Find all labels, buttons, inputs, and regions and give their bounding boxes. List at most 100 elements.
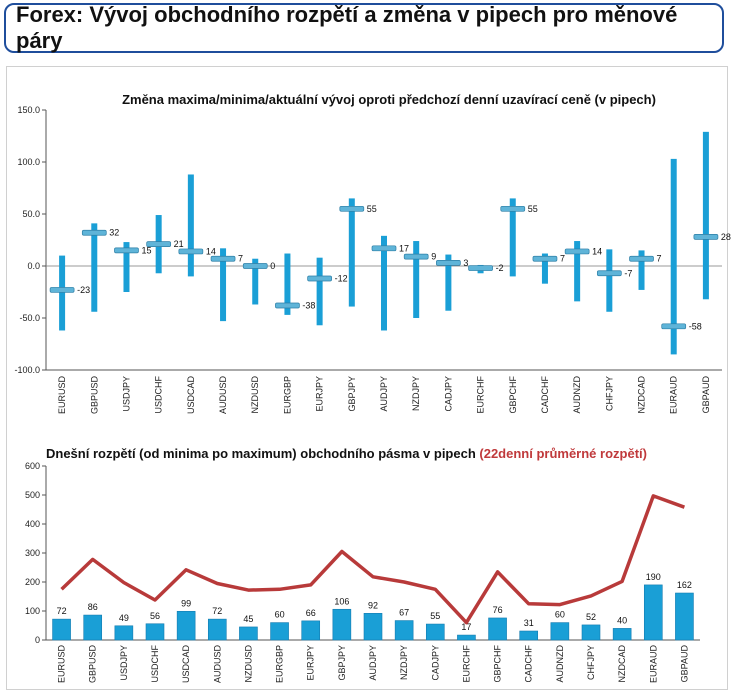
chart2-bar-label: 56 bbox=[150, 611, 160, 621]
chart1-current-label: 55 bbox=[528, 204, 538, 214]
chart2-category-label: EURGBP bbox=[275, 645, 285, 683]
chart1-current-label: 32 bbox=[109, 228, 119, 238]
chart2-bar-label: 86 bbox=[88, 602, 98, 612]
chart1-current-label: 14 bbox=[206, 246, 216, 256]
chart2-category-label: NZDJPY bbox=[399, 645, 409, 680]
chart1-current-label: 15 bbox=[141, 245, 151, 255]
chart2-category-label: CHFJPY bbox=[586, 645, 596, 680]
chart1-range-bar bbox=[445, 254, 452, 311]
chart2-bar bbox=[363, 613, 383, 641]
chart1-range-bar bbox=[220, 248, 227, 322]
chart1-range-bar bbox=[413, 241, 420, 318]
chart1-current-label: 14 bbox=[592, 246, 602, 256]
chart2-bar-label: 55 bbox=[430, 611, 440, 621]
chart1-current-marker bbox=[596, 270, 622, 277]
chart1-current-marker bbox=[242, 263, 268, 269]
chart1-category-label: GBPCHF bbox=[508, 376, 518, 414]
chart2-category-label: AUDJPY bbox=[368, 645, 378, 681]
chart1-category-label: NZDCAD bbox=[637, 376, 647, 414]
chart1-category-label: USDJPY bbox=[121, 376, 131, 412]
chart1-category-label: CHFJPY bbox=[604, 376, 614, 411]
page-title-box: Forex: Vývoj obchodního rozpětí a změna … bbox=[4, 2, 724, 53]
chart1-current-marker bbox=[564, 248, 590, 255]
chart1-range-bar bbox=[252, 258, 259, 305]
chart1-current-label: -7 bbox=[624, 268, 632, 278]
chart2-category-label: AUDNZD bbox=[555, 645, 565, 683]
chart1-range-bar bbox=[59, 255, 66, 331]
chart2-category-label: USDJPY bbox=[119, 645, 129, 681]
chart2-title-highlight: (22denní průměrné rozpětí) bbox=[479, 446, 647, 461]
chart1-range-bar bbox=[348, 198, 355, 307]
chart2-ytick-label: 500 bbox=[25, 490, 40, 500]
chart2-bar bbox=[83, 614, 103, 641]
chart1-current-label: 0 bbox=[270, 261, 275, 271]
chart2-bar-label: 92 bbox=[368, 600, 378, 610]
chart1-category-label: CADJPY bbox=[443, 376, 453, 412]
chart1-range-bar bbox=[574, 241, 581, 302]
chart2-category-label: CADJPY bbox=[430, 645, 440, 681]
chart2-bar-label: 99 bbox=[181, 598, 191, 608]
chart2-title-main: Dnešní rozpětí (od minima po maximum) ob… bbox=[46, 446, 479, 461]
chart1-current-label: 9 bbox=[431, 252, 436, 262]
chart1-category-label: NZDUSD bbox=[250, 376, 260, 414]
chart1-current-marker bbox=[178, 248, 204, 255]
chart1-range-bar bbox=[123, 242, 130, 292]
chart2-ytick-label: 400 bbox=[25, 519, 40, 529]
chart2-category-label: GBPJPY bbox=[337, 645, 347, 681]
chart1-category-label: USDCHF bbox=[154, 375, 164, 413]
chart2-bar-label: 72 bbox=[212, 606, 222, 616]
chart1-category-label: GBPUSD bbox=[89, 376, 99, 415]
chart1-current-marker bbox=[210, 255, 236, 262]
chart1-category-label: EURAUD bbox=[669, 376, 679, 415]
chart2-ytick-label: 300 bbox=[25, 548, 40, 558]
chart1-ytick-label: -50.0 bbox=[19, 313, 40, 323]
chart2-bar-label: 106 bbox=[334, 596, 349, 606]
chart1-category-label: GBPAUD bbox=[701, 376, 711, 414]
chart1-range-bar bbox=[381, 235, 387, 331]
chart2-category-label: CADCHF bbox=[524, 644, 534, 682]
chart2-category-label: GBPUSD bbox=[88, 645, 98, 684]
chart1-current-marker bbox=[629, 255, 654, 262]
chart2-bar bbox=[394, 620, 414, 641]
chart1-category-label: USDCAD bbox=[186, 376, 196, 415]
chart1-current-label: -58 bbox=[689, 321, 702, 331]
chart1-current-label: -2 bbox=[496, 263, 504, 273]
chart2-bar-label: 76 bbox=[493, 605, 503, 615]
chart2-bar-label: 67 bbox=[399, 608, 409, 618]
chart1-current-marker bbox=[693, 234, 719, 240]
chart2-category-label: AUDUSD bbox=[212, 645, 222, 684]
chart2-bar-label: 52 bbox=[586, 612, 596, 622]
chart2-bar-label: 40 bbox=[617, 615, 627, 625]
chart1-range-bar bbox=[606, 249, 613, 312]
chart2-bar bbox=[612, 628, 632, 641]
chart1-category-label: EURUSD bbox=[57, 376, 67, 415]
chart2-bar bbox=[114, 625, 134, 641]
chart2-category-label: NZDCAD bbox=[617, 645, 627, 683]
chart1-current-label: 3 bbox=[463, 258, 468, 268]
chart2-bar-label: 60 bbox=[555, 610, 565, 620]
chart2-bar bbox=[581, 624, 601, 641]
chart2-category-label: USDCAD bbox=[181, 645, 191, 684]
chart2-category-label: GBPCHF bbox=[493, 645, 503, 683]
chart1-current-marker bbox=[307, 275, 332, 282]
chart2-ytick-label: 600 bbox=[25, 461, 40, 471]
chart2-category-label: EURCHF bbox=[461, 644, 471, 682]
chart2-bar-label: 190 bbox=[646, 572, 661, 582]
chart2-bar-label: 45 bbox=[243, 614, 253, 624]
chart1-current-label: 21 bbox=[174, 239, 184, 249]
chart1-current-label: 17 bbox=[399, 243, 409, 253]
chart2-category-label: GBPAUD bbox=[679, 645, 689, 683]
chart1-current-marker bbox=[403, 253, 429, 260]
chart2-bar-label: 17 bbox=[461, 622, 471, 632]
chart1-range-bar bbox=[284, 253, 291, 315]
chart1-range-bar bbox=[316, 257, 323, 326]
chart2-bar-label: 72 bbox=[57, 606, 67, 616]
chart2-average-line bbox=[60, 494, 685, 625]
chart1-range-bar bbox=[541, 253, 548, 284]
chart2-ytick-label: 200 bbox=[25, 577, 40, 587]
chart2-bar bbox=[332, 608, 352, 641]
chart1-ytick-label: 50.0 bbox=[22, 209, 40, 219]
chart2-bar bbox=[519, 630, 539, 641]
page-title: Forex: Vývoj obchodního rozpětí a změna … bbox=[16, 2, 678, 53]
